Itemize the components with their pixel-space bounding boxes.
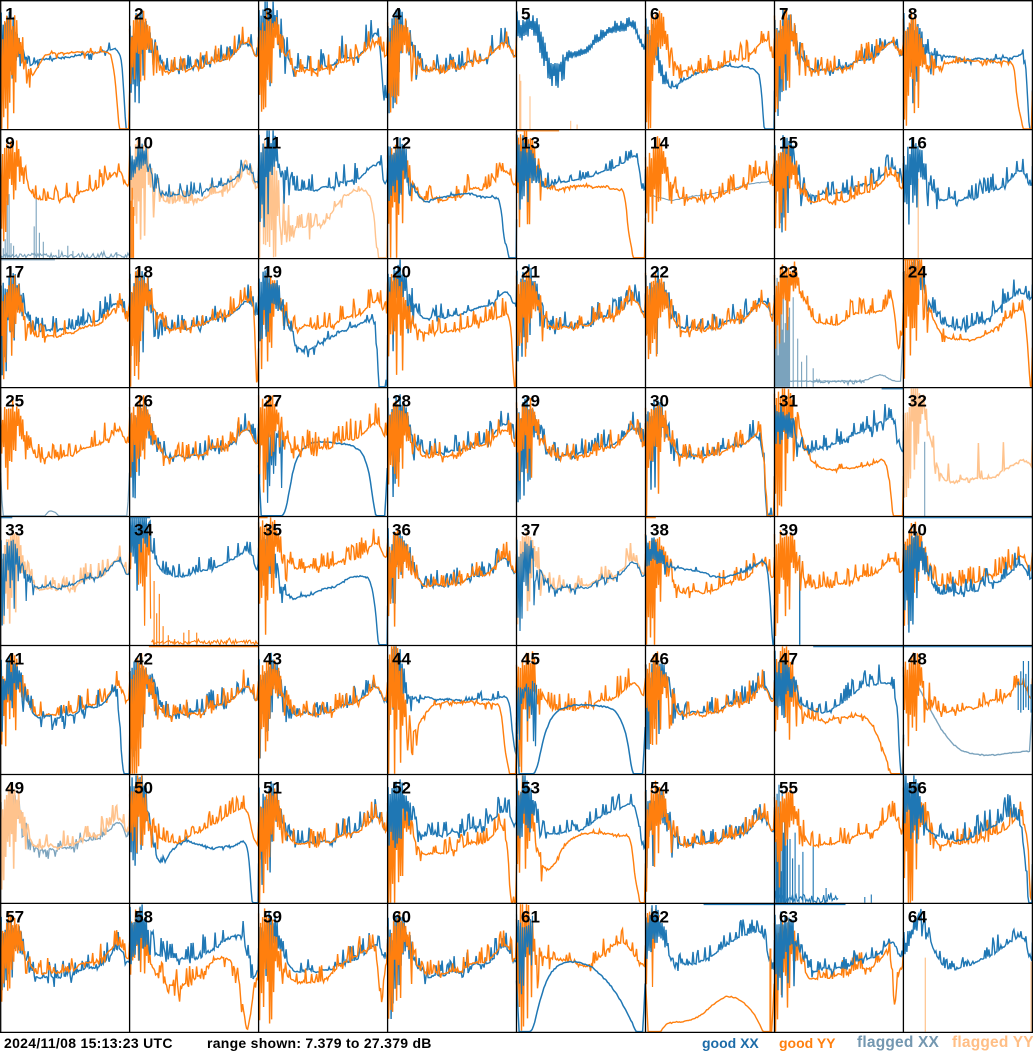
svg-text:8: 8	[908, 5, 917, 24]
svg-text:17: 17	[5, 263, 24, 282]
svg-text:5: 5	[521, 5, 530, 24]
svg-text:28: 28	[392, 392, 411, 411]
svg-text:10: 10	[134, 134, 153, 153]
svg-text:4: 4	[392, 5, 402, 24]
svg-text:60: 60	[392, 907, 411, 926]
svg-text:49: 49	[5, 779, 24, 798]
svg-text:12: 12	[392, 134, 411, 153]
svg-text:46: 46	[650, 650, 669, 669]
svg-text:39: 39	[779, 521, 798, 540]
svg-text:43: 43	[263, 650, 282, 669]
svg-text:6: 6	[650, 5, 659, 24]
svg-text:59: 59	[263, 907, 282, 926]
svg-text:48: 48	[908, 650, 927, 669]
svg-text:23: 23	[779, 263, 798, 282]
svg-text:11: 11	[263, 134, 281, 153]
svg-text:54: 54	[650, 779, 669, 798]
svg-text:29: 29	[521, 392, 540, 411]
svg-text:31: 31	[779, 392, 798, 411]
svg-text:56: 56	[908, 779, 927, 798]
svg-text:52: 52	[392, 779, 411, 798]
svg-text:25: 25	[5, 392, 24, 411]
svg-text:62: 62	[650, 907, 669, 926]
svg-text:44: 44	[392, 650, 411, 669]
svg-text:7: 7	[779, 5, 788, 24]
svg-text:50: 50	[134, 779, 153, 798]
svg-text:57: 57	[5, 907, 24, 926]
svg-text:58: 58	[134, 907, 153, 926]
svg-text:13: 13	[521, 134, 540, 153]
svg-text:63: 63	[779, 907, 798, 926]
svg-text:55: 55	[779, 779, 798, 798]
svg-text:47: 47	[779, 650, 798, 669]
svg-text:19: 19	[263, 263, 282, 282]
svg-text:16: 16	[908, 134, 927, 153]
svg-text:15: 15	[779, 134, 798, 153]
svg-text:22: 22	[650, 263, 669, 282]
svg-text:3: 3	[263, 5, 272, 24]
svg-text:24: 24	[908, 263, 927, 282]
svg-text:32: 32	[908, 392, 927, 411]
svg-text:9: 9	[5, 134, 14, 153]
svg-text:36: 36	[392, 521, 411, 540]
svg-text:37: 37	[521, 521, 540, 540]
svg-text:18: 18	[134, 263, 153, 282]
svg-text:53: 53	[521, 779, 540, 798]
svg-text:41: 41	[5, 650, 24, 669]
svg-text:26: 26	[134, 392, 153, 411]
svg-text:27: 27	[263, 392, 282, 411]
svg-text:61: 61	[521, 907, 540, 926]
svg-text:38: 38	[650, 521, 669, 540]
svg-text:51: 51	[263, 779, 282, 798]
svg-text:64: 64	[908, 907, 927, 926]
svg-text:21: 21	[521, 263, 540, 282]
svg-text:1: 1	[5, 5, 14, 24]
svg-text:2: 2	[134, 5, 143, 24]
svg-text:45: 45	[521, 650, 540, 669]
svg-text:14: 14	[650, 134, 669, 153]
svg-text:30: 30	[650, 392, 669, 411]
svg-text:33: 33	[5, 521, 24, 540]
svg-text:42: 42	[134, 650, 153, 669]
svg-text:35: 35	[263, 521, 282, 540]
svg-text:40: 40	[908, 521, 927, 540]
svg-text:20: 20	[392, 263, 411, 282]
svg-text:34: 34	[134, 521, 153, 540]
